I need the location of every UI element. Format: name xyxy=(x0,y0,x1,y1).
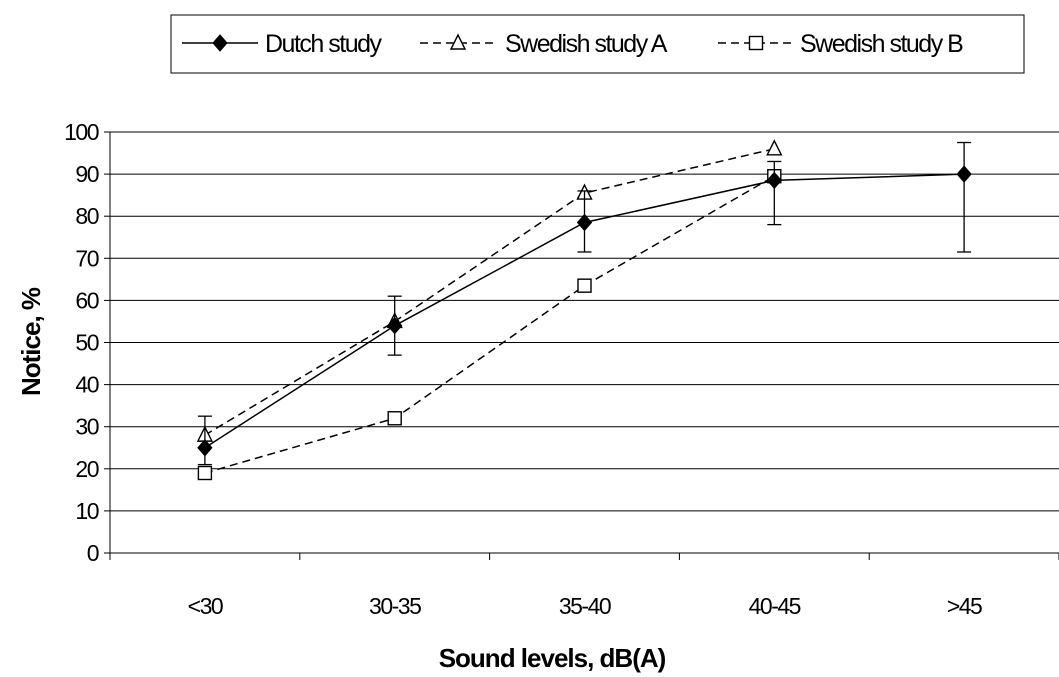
legend: Dutch study Swedish study A Swedish study … xyxy=(170,14,1025,74)
x-tick-label-0: <30 xyxy=(188,593,223,619)
y-tick-label-100: 100 xyxy=(64,119,99,145)
legend-marker xyxy=(449,33,467,50)
legend-marker xyxy=(212,34,228,52)
data-point-dutch-study-3 xyxy=(766,171,782,190)
data-point-swedish-study-a-3 xyxy=(766,139,783,156)
legend-item-swedish-study-b: Swedish study B xyxy=(718,30,965,58)
legend-label: Dutch study xyxy=(265,30,383,58)
y-tick-label-10: 10 xyxy=(75,498,98,524)
data-point-dutch-study-4 xyxy=(956,165,972,183)
axes: 0 10 20 30 40 50 60 70 80 90 100 <30 30-35 35-40 40-45… xyxy=(64,119,1059,619)
y-tick-label-80: 80 xyxy=(75,203,98,229)
x-tick-label-3: 40-45 xyxy=(749,593,801,619)
x-tick-label-1: 30-35 xyxy=(369,593,421,619)
y-tick-label-50: 50 xyxy=(75,330,98,356)
x-tick-label-2: 35-40 xyxy=(559,593,611,619)
y-tick-label-60: 60 xyxy=(75,287,98,313)
data-point-dutch-study-2 xyxy=(576,213,593,232)
data-point-swedish-study-b-0 xyxy=(197,465,213,481)
data-point-dutch-study-0 xyxy=(197,438,213,457)
y-axis-title: Notice, % xyxy=(16,287,46,396)
data-point-dutch-study-1 xyxy=(387,316,403,335)
series-layer xyxy=(196,139,972,481)
legend-item-swedish-study-a: Swedish study A xyxy=(420,30,669,58)
y-tick-label-70: 70 xyxy=(75,245,98,271)
series-dutch-study xyxy=(197,141,972,466)
legend-label: Swedish study A xyxy=(505,30,668,58)
series-line-swedish-study-a xyxy=(204,148,775,436)
legend-item-dutch-study: Dutch study xyxy=(182,30,384,58)
y-tick-label-0: 0 xyxy=(87,540,99,566)
x-axis-title: Sound levels, dB(A) xyxy=(439,643,666,673)
data-point-swedish-study-b-1 xyxy=(387,411,402,426)
series-line-swedish-study-b xyxy=(204,175,775,474)
data-point-swedish-study-b-2 xyxy=(577,278,592,293)
legend-box xyxy=(170,14,1025,74)
y-tick-label-30: 30 xyxy=(75,414,98,440)
legend-marker xyxy=(748,35,764,51)
y-tick-label-20: 20 xyxy=(75,456,98,482)
y-tick-label-90: 90 xyxy=(75,161,98,187)
legend-label: Swedish study B xyxy=(800,30,963,58)
y-tick-label-40: 40 xyxy=(75,372,98,398)
x-tick-label-4: >45 xyxy=(947,593,982,619)
error-bar-dutch-study-4 xyxy=(957,141,972,253)
